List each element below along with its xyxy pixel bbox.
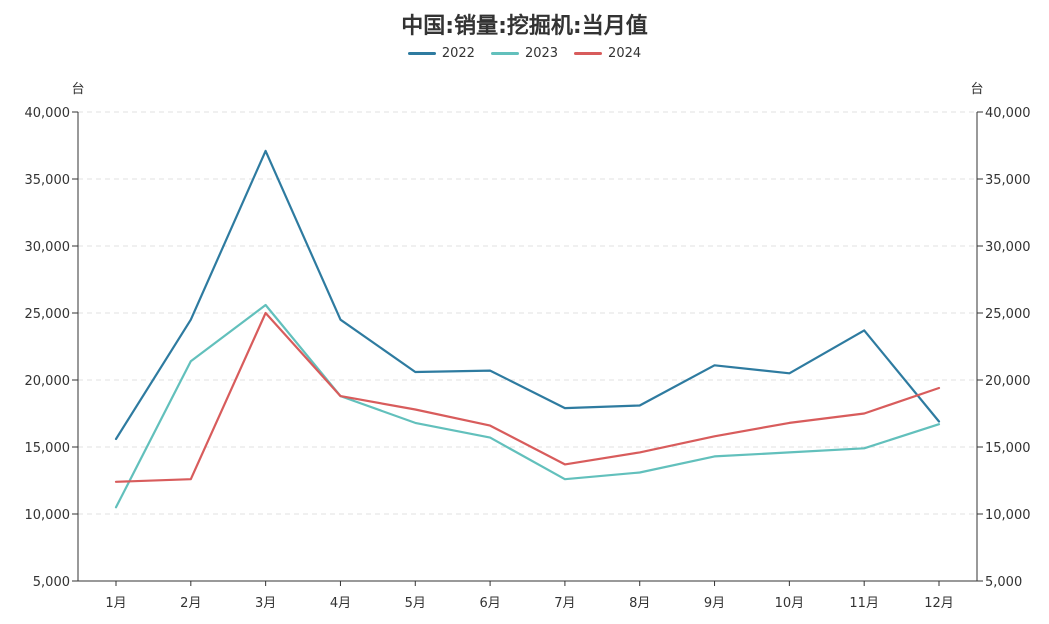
legend: 2022 2023 2024 [0, 46, 1049, 61]
x-tick-label: 12月 [924, 596, 954, 611]
series-line-2022[interactable] [114, 149, 941, 441]
y-tick-label-right: 5,000 [985, 575, 1022, 590]
y-tick-label-left: 40,000 [25, 106, 71, 121]
x-tick-label: 8月 [629, 596, 650, 611]
y-tick-label-right: 25,000 [985, 307, 1031, 322]
y-tick-label-right: 30,000 [985, 240, 1031, 255]
axis-layer: 5,000 5,000 10,000 10,000 15,000 15,000 20,000… [25, 106, 1031, 611]
y-tick-label-left: 5,000 [33, 575, 70, 590]
legend-label-2022: 2022 [441, 46, 475, 61]
chart-title: 中国:销量:挖掘机:当月值 [401, 14, 648, 39]
y-tick-label-right: 20,000 [985, 374, 1031, 389]
y-tick-label-left: 35,000 [25, 173, 71, 188]
x-tick-label: 11月 [849, 596, 879, 611]
y-axis-unit-left: 台 [71, 82, 84, 97]
y-tick-label-left: 15,000 [25, 441, 71, 456]
x-tick-label: 10月 [775, 596, 805, 611]
grid-layer [78, 111, 977, 515]
x-tick-label: 4月 [330, 596, 351, 611]
y-axis-unit-right: 台 [970, 82, 983, 97]
x-tick-label: 7月 [554, 596, 575, 611]
y-tick-label-left: 20,000 [25, 374, 71, 389]
y-tick-label-left: 10,000 [25, 508, 71, 523]
legend-item-2024[interactable]: 2024 [574, 46, 641, 61]
y-tick-label-right: 35,000 [985, 173, 1031, 188]
y-tick-label-right: 10,000 [985, 508, 1031, 523]
x-tick-label: 3月 [255, 596, 276, 611]
legend-item-2022[interactable]: 2022 [407, 46, 475, 61]
x-tick-label: 9月 [704, 596, 725, 611]
y-tick-label-right: 40,000 [985, 106, 1031, 121]
legend-swatch-2024 [574, 52, 603, 55]
y-tick-label-left: 30,000 [25, 240, 71, 255]
x-tick-label: 6月 [479, 596, 500, 611]
y-tick-label-left: 25,000 [25, 307, 71, 322]
series-line-2024[interactable] [114, 311, 941, 483]
y-tick-label-right: 15,000 [985, 441, 1031, 456]
legend-swatch-2022 [407, 52, 436, 55]
series-line-2023[interactable] [114, 303, 941, 509]
legend-label-2023: 2023 [524, 46, 559, 61]
series-layer [114, 149, 941, 509]
legend-item-2023[interactable]: 2023 [490, 46, 559, 61]
legend-swatch-2023 [490, 52, 519, 55]
x-tick-label: 2月 [180, 596, 201, 611]
legend-label-2024: 2024 [608, 46, 642, 61]
x-tick-label: 5月 [405, 596, 426, 611]
x-tick-label: 1月 [105, 596, 126, 611]
